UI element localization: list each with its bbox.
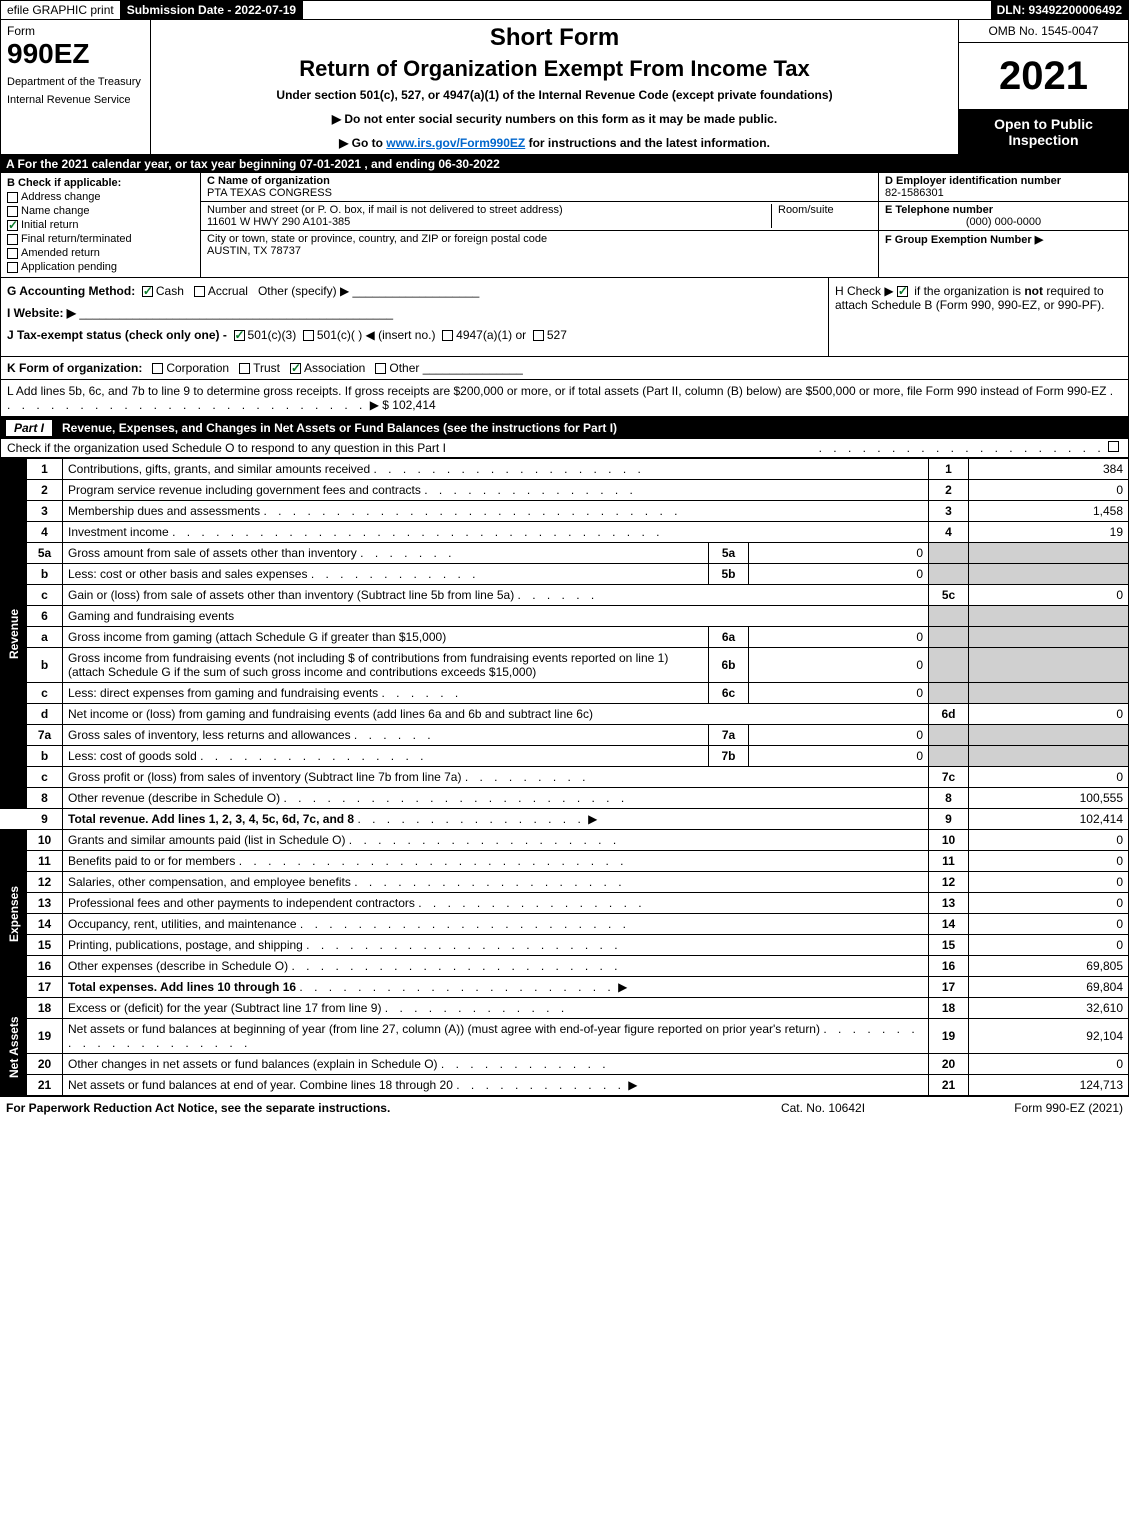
row-a-tax-year: A For the 2021 calendar year, or tax yea… — [0, 155, 1129, 173]
chk-501c[interactable] — [303, 330, 314, 341]
block-bcd: B Check if applicable: Address change Na… — [0, 173, 1129, 278]
goto-pre: ▶ Go to — [339, 136, 386, 150]
d-ein-block: D Employer identification number 82-1586… — [879, 173, 1128, 202]
block-ghij: G Accounting Method: Cash Accrual Other … — [0, 278, 1129, 357]
part-number: Part I — [6, 420, 52, 436]
tel-label: E Telephone number — [885, 204, 1122, 216]
c-name-block: C Name of organization PTA TEXAS CONGRES… — [201, 173, 878, 202]
irs-link[interactable]: www.irs.gov/Form990EZ — [386, 136, 525, 150]
topbar-spacer — [303, 1, 990, 19]
ein-value: 82-1586301 — [885, 187, 1122, 199]
chk-final-return[interactable]: Final return/terminated — [7, 233, 194, 245]
page-footer: For Paperwork Reduction Act Notice, see … — [0, 1096, 1129, 1119]
header-center: Short Form Return of Organization Exempt… — [151, 20, 958, 154]
chk-schedule-b-not-required[interactable] — [897, 286, 908, 297]
submission-date: Submission Date - 2022-07-19 — [121, 1, 303, 19]
col-d-ein-tel: D Employer identification number 82-1586… — [878, 173, 1128, 277]
j-tax-exempt-status: J Tax-exempt status (check only one) - 5… — [7, 328, 822, 342]
short-form-title: Short Form — [159, 24, 950, 52]
c-city-block: City or town, state or province, country… — [201, 231, 878, 259]
return-title: Return of Organization Exempt From Incom… — [159, 56, 950, 82]
goto-note: ▶ Go to www.irs.gov/Form990EZ for instru… — [159, 136, 950, 150]
efile-print-button[interactable]: efile GRAPHIC print — [1, 1, 121, 19]
part-title: Revenue, Expenses, and Changes in Net As… — [62, 421, 1123, 435]
chk-corporation[interactable] — [152, 363, 163, 374]
col-c-org-info: C Name of organization PTA TEXAS CONGRES… — [201, 173, 878, 277]
footer-cat-no: Cat. No. 10642I — [723, 1101, 923, 1115]
lines-table: Revenue 1 Contributions, gifts, grants, … — [0, 458, 1129, 1096]
e-telephone-block: E Telephone number (000) 000-0000 — [879, 202, 1128, 231]
top-bar: efile GRAPHIC print Submission Date - 20… — [0, 0, 1129, 20]
chk-association[interactable] — [290, 363, 301, 374]
city-value: AUSTIN, TX 78737 — [207, 245, 872, 257]
chk-527[interactable] — [533, 330, 544, 341]
chk-application-pending[interactable]: Application pending — [7, 261, 194, 273]
c-name-label: C Name of organization — [207, 175, 872, 187]
department: Department of the Treasury — [7, 76, 144, 88]
part1-check-line: Check if the organization used Schedule … — [0, 439, 1129, 458]
col-b-check-applicable: B Check if applicable: Address change Na… — [1, 173, 201, 277]
h-check-schedule-b: H Check ▶ if the organization is not req… — [828, 278, 1128, 356]
f-group-exemption: F Group Exemption Number ▶ — [879, 231, 1128, 248]
chk-name-change[interactable]: Name change — [7, 205, 194, 217]
chk-cash[interactable] — [142, 286, 153, 297]
tax-year: 2021 — [959, 43, 1128, 110]
header-right: OMB No. 1545-0047 2021 Open to Public In… — [958, 20, 1128, 154]
chk-accrual[interactable] — [194, 286, 205, 297]
d-header: D Employer identification number — [885, 175, 1122, 187]
street-label: Number and street (or P. O. box, if mail… — [207, 204, 765, 216]
street-value: 11601 W HWY 290 A101-385 — [207, 216, 765, 228]
omb-number: OMB No. 1545-0047 — [959, 20, 1128, 43]
header-left: Form 990EZ Department of the Treasury In… — [1, 20, 151, 154]
city-label: City or town, state or province, country… — [207, 233, 872, 245]
under-section: Under section 501(c), 527, or 4947(a)(1)… — [159, 88, 950, 102]
b-header: B Check if applicable: — [7, 177, 194, 189]
form-header: Form 990EZ Department of the Treasury In… — [0, 20, 1129, 155]
footer-paperwork: For Paperwork Reduction Act Notice, see … — [6, 1101, 723, 1115]
sidebar-revenue: Revenue — [1, 459, 27, 809]
sidebar-net-assets: Net Assets — [1, 998, 27, 1096]
tel-value: (000) 000-0000 — [885, 216, 1122, 228]
chk-other-org[interactable] — [375, 363, 386, 374]
gij-left: G Accounting Method: Cash Accrual Other … — [1, 278, 828, 356]
irs: Internal Revenue Service — [7, 94, 144, 106]
group-label: F Group Exemption Number ▶ — [885, 234, 1043, 246]
org-name: PTA TEXAS CONGRESS — [207, 187, 872, 199]
dln: DLN: 93492200006492 — [991, 1, 1128, 19]
open-to-public: Open to Public Inspection — [959, 110, 1128, 154]
chk-amended-return[interactable]: Amended return — [7, 247, 194, 259]
footer-form-id: Form 990-EZ (2021) — [923, 1101, 1123, 1115]
chk-initial-return[interactable]: Initial return — [7, 219, 194, 231]
chk-4947[interactable] — [442, 330, 453, 341]
i-website: I Website: ▶ ___________________________… — [7, 306, 822, 320]
row-k-form-of-org: K Form of organization: Corporation Trus… — [0, 357, 1129, 380]
chk-schedule-o-part1[interactable] — [1108, 441, 1119, 452]
goto-post: for instructions and the latest informat… — [525, 136, 770, 150]
c-street-block: Number and street (or P. O. box, if mail… — [201, 202, 878, 231]
ssn-note: ▶ Do not enter social security numbers o… — [159, 112, 950, 126]
sidebar-expenses: Expenses — [1, 830, 27, 998]
room-label: Room/suite — [772, 204, 872, 228]
form-number: 990EZ — [7, 38, 144, 70]
g-accounting-method: G Accounting Method: Cash Accrual Other … — [7, 284, 822, 298]
chk-trust[interactable] — [239, 363, 250, 374]
part-1-header: Part I Revenue, Expenses, and Changes in… — [0, 417, 1129, 439]
chk-501c3[interactable] — [234, 330, 245, 341]
l-amount: ▶ $ 102,414 — [370, 398, 436, 412]
row-l-gross-receipts: L Add lines 5b, 6c, and 7b to line 9 to … — [0, 380, 1129, 417]
chk-address-change[interactable]: Address change — [7, 191, 194, 203]
form-label: Form — [7, 24, 144, 38]
